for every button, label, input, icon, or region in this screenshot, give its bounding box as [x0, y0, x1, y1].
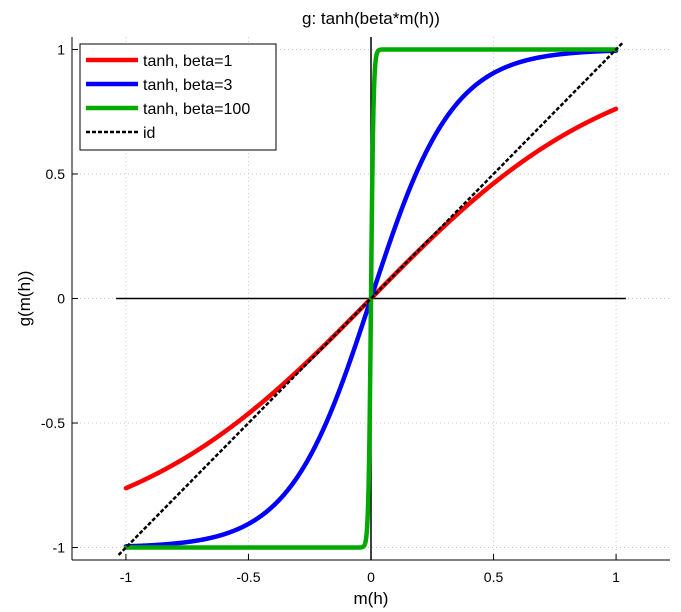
- series-group: [117, 41, 625, 556]
- y-tick-label: 1: [57, 41, 65, 57]
- y-tick-label: -0.5: [41, 415, 65, 431]
- y-tick-label: -1: [53, 540, 66, 556]
- y-tick-label: 0: [57, 291, 65, 307]
- chart-title: g: tanh(beta*m(h)): [302, 9, 440, 28]
- x-tick-label: -1: [120, 569, 133, 585]
- legend-label: id: [143, 125, 155, 142]
- x-tick-label: 0.5: [484, 569, 504, 585]
- x-tick-label: -0.5: [236, 569, 260, 585]
- x-axis-label: m(h): [354, 589, 389, 608]
- x-tick-label: 1: [612, 569, 620, 585]
- legend-label: tanh, beta=3: [143, 77, 233, 94]
- y-tick-label: 0.5: [46, 166, 66, 182]
- x-tick-label: 0: [367, 569, 375, 585]
- legend-label: tanh, beta=1: [143, 53, 233, 70]
- ticks: -1 -0.5 0 0.5 1 -1 -0.5 0 0.5 1: [41, 41, 620, 585]
- legend: tanh, beta=1 tanh, beta=3 tanh, beta=100 id: [79, 43, 277, 151]
- legend-label: tanh, beta=100: [143, 101, 250, 118]
- y-axis-label: g(m(h)): [15, 271, 34, 327]
- series-line-tanh-beta-100: [123, 47, 619, 550]
